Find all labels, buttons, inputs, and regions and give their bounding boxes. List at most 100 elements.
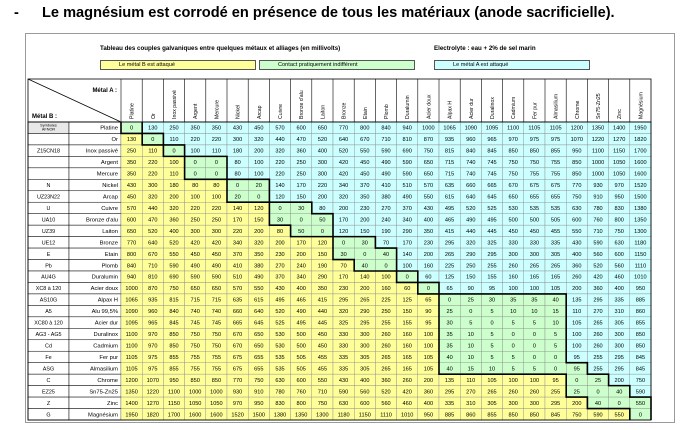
cell-value: 460: [615, 275, 624, 281]
cell-value: 80: [234, 160, 240, 166]
cell-value: 5: [512, 321, 515, 327]
row-symbol-17: XC80 à 120: [34, 321, 62, 327]
column-header-20: Almasilium: [554, 94, 560, 119]
cell-value: 950: [254, 401, 263, 407]
cell-value: 120: [318, 240, 327, 246]
cell-value: 270: [593, 309, 602, 315]
cell-value: 650: [318, 126, 327, 132]
cell-value: 340: [339, 183, 348, 189]
column-header-10: Bronze: [342, 102, 348, 119]
row-symbol-21: ASG: [43, 366, 54, 372]
cell-value: 950: [424, 412, 433, 418]
cell-value: 230: [424, 240, 433, 246]
cell-value: 850: [509, 412, 518, 418]
cell-value: 290: [318, 275, 327, 281]
cell-value: 10: [468, 355, 474, 361]
cell-value: 690: [403, 149, 412, 155]
cell-value: 490: [381, 172, 390, 178]
cell-value: 440: [318, 309, 327, 315]
cell-value: 200: [275, 240, 284, 246]
cell-value: 780: [593, 206, 602, 212]
cell-value: 850: [572, 172, 581, 178]
cell-value: 965: [487, 137, 496, 143]
cell-value: 740: [466, 172, 475, 178]
cell-value: 5: [554, 332, 557, 338]
cell-value: 490: [381, 160, 390, 166]
cell-value: 100: [381, 275, 390, 281]
cell-value: 20: [234, 195, 240, 201]
cell-value: 740: [191, 309, 200, 315]
cell-value: 5: [533, 366, 536, 372]
cell-value: 95: [574, 355, 580, 361]
cell-value: 150: [403, 309, 412, 315]
cell-value: 200: [572, 401, 581, 407]
cell-value: 710: [381, 137, 390, 143]
cell-value: 670: [509, 183, 518, 189]
cell-value: 755: [212, 355, 221, 361]
heading-text: Le magnésium est corrodé en présence de …: [42, 5, 615, 21]
cell-value: 745: [191, 321, 200, 327]
cell-value: 1400: [613, 126, 625, 132]
cell-value: 265: [381, 366, 390, 372]
cell-value: 520: [381, 389, 390, 395]
cell-value: 590: [191, 275, 200, 281]
cell-value: 0: [596, 389, 599, 395]
cell-value: 845: [169, 321, 178, 327]
cell-value: 1700: [168, 412, 180, 418]
cell-value: 520: [169, 240, 178, 246]
column-header-13: Duralumin: [405, 95, 411, 119]
cell-value: 550: [424, 195, 433, 201]
cell-value: 650: [212, 286, 221, 292]
cell-value: 975: [148, 355, 157, 361]
cell-value: 845: [636, 366, 645, 372]
cell-value: 1000: [422, 126, 434, 132]
heading-bullet: -: [14, 5, 19, 21]
cell-value: 465: [297, 298, 306, 304]
cell-value: 960: [466, 137, 475, 143]
cell-value: 330: [530, 240, 539, 246]
cell-value: 350: [191, 126, 200, 132]
row-symbol-19: Cd: [45, 344, 52, 350]
column-header-6: Arcap: [257, 105, 263, 119]
cell-value: 335: [551, 240, 560, 246]
cell-value: 590: [381, 149, 390, 155]
cell-value: 560: [615, 263, 624, 269]
cell-value: 120: [339, 229, 348, 235]
cell-value: 220: [275, 160, 284, 166]
cell-value: 930: [593, 183, 602, 189]
row-symbol-13: AU4G: [41, 275, 56, 281]
row-symbol-20: Fe: [45, 355, 51, 361]
cell-value: 220: [275, 172, 284, 178]
electrolyte-note: Electrolyte : eau + 2% de sel marin: [434, 45, 536, 52]
cell-value: 295: [339, 298, 348, 304]
cell-value: 360: [169, 217, 178, 223]
cell-value: 100: [424, 332, 433, 338]
cell-value: 170: [403, 240, 412, 246]
cell-value: 335: [615, 298, 624, 304]
cell-value: 1950: [634, 126, 646, 132]
cell-value: 750: [509, 172, 518, 178]
grid-border: [27, 121, 652, 421]
cell-value: 655: [254, 355, 263, 361]
cell-value: 90: [425, 309, 431, 315]
cell-value: 745: [487, 160, 496, 166]
cell-value: 250: [297, 160, 306, 166]
cell-value: 670: [360, 137, 369, 143]
cell-value: 0: [321, 229, 324, 235]
cell-value: 0: [300, 217, 303, 223]
row-name-7: Cuivre: [101, 206, 118, 212]
cell-value: 1050: [210, 401, 222, 407]
cell-value: 160: [509, 275, 518, 281]
cell-value: 635: [233, 298, 242, 304]
cell-value: 770: [233, 378, 242, 384]
cell-value: 0: [618, 401, 621, 407]
column-header-18: Cadmium: [511, 97, 517, 119]
cell-value: 1090: [125, 309, 137, 315]
cell-value: 295: [360, 321, 369, 327]
cell-value: 745: [212, 321, 221, 327]
cell-value: 615: [445, 195, 454, 201]
cell-value: 1820: [634, 137, 646, 143]
cell-value: 95: [574, 366, 580, 372]
cell-value: 870: [424, 137, 433, 143]
cell-value: 430: [339, 378, 348, 384]
